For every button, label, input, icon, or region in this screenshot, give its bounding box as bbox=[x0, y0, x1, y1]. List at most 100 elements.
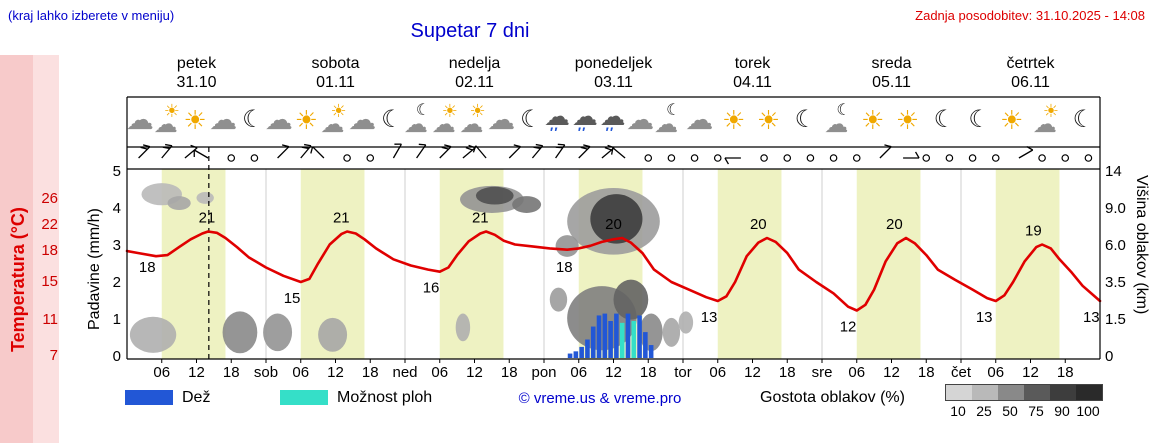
wind-calm-icon bbox=[343, 154, 351, 162]
last-update: Zadnja posodobitev: 31.10.2025 - 14:08 bbox=[915, 8, 1145, 23]
wind-calm-icon bbox=[1038, 154, 1046, 162]
x-tick-label: 06 bbox=[987, 364, 1005, 381]
cloud-icon: ☁ bbox=[626, 99, 656, 145]
wind-barb-icon bbox=[277, 144, 290, 159]
rain-cloud-icon: ☁ ′′ bbox=[543, 99, 573, 145]
x-tick-label: 18 bbox=[917, 364, 935, 381]
x-tick-label: 18 bbox=[361, 364, 379, 381]
cloud-density-scale bbox=[945, 384, 1103, 401]
x-day-abbr-label: tor bbox=[674, 364, 692, 381]
temp-value-label: 13 bbox=[701, 309, 718, 326]
precip-tick-label: 0 bbox=[112, 348, 121, 365]
x-tick-label: 18 bbox=[778, 364, 796, 381]
cloud-density-swatch bbox=[1050, 385, 1076, 400]
wind-calm-icon bbox=[1084, 154, 1093, 162]
temp-value-label: 18 bbox=[556, 259, 573, 276]
day-date: 03.11 bbox=[594, 74, 633, 91]
day-name: sreda bbox=[871, 55, 912, 72]
cloud-blob bbox=[263, 313, 293, 352]
cloud-glyph: ☁ bbox=[685, 104, 714, 135]
rain-marks: ′′ bbox=[577, 124, 587, 140]
sun-glyph: ☀ bbox=[1042, 101, 1060, 121]
moon-icon: ☾ bbox=[515, 99, 545, 145]
x-tick-label: 12 bbox=[327, 364, 344, 381]
sun-glyph: ☀ bbox=[1000, 105, 1024, 135]
x-tick-label: 12 bbox=[466, 364, 483, 381]
sun-glyph: ☀ bbox=[756, 105, 781, 135]
cloud-tick-label: 9.0 bbox=[1105, 200, 1126, 217]
rain-bar bbox=[643, 332, 648, 358]
sun-glyph: ☀ bbox=[441, 101, 458, 121]
moon-glyph: ☾ bbox=[1072, 106, 1095, 133]
cloud-density-tick-label: 10 bbox=[950, 403, 966, 419]
rain-bar bbox=[648, 345, 654, 358]
cloud-blob bbox=[455, 313, 471, 342]
x-tick-label: 06 bbox=[292, 364, 310, 381]
cloud-glyph: ☁ bbox=[125, 104, 154, 135]
rain-bar bbox=[585, 339, 590, 358]
cloud-density-tick-label: 50 bbox=[1002, 403, 1018, 419]
wind-calm-icon bbox=[783, 154, 792, 162]
wind-barb-icon bbox=[310, 146, 325, 159]
cloud-density-swatch bbox=[1076, 385, 1102, 400]
shower-bar bbox=[631, 321, 637, 358]
x-tick-label: 18 bbox=[639, 364, 657, 381]
day-name: ponedeljek bbox=[574, 55, 653, 72]
credit-link[interactable]: © vreme.us & vreme.pro bbox=[518, 390, 682, 407]
menu-hint: (kraj lahko izberete v meniju) bbox=[8, 8, 175, 23]
temp-tick-label: 15 bbox=[41, 273, 58, 290]
moon-icon: ☾ bbox=[963, 99, 993, 145]
wind-calm-icon bbox=[806, 154, 815, 162]
temp-value-label: 20 bbox=[750, 216, 767, 233]
wind-calm-icon bbox=[250, 154, 259, 162]
temp-tick-label: 22 bbox=[41, 216, 58, 233]
rain-bar bbox=[625, 313, 631, 358]
x-tick-label: 12 bbox=[883, 364, 900, 381]
cloud-glyph: ☁ bbox=[654, 111, 679, 138]
cloud-tick-label: 3.5 bbox=[1105, 274, 1126, 291]
moon-glyph: ☾ bbox=[520, 106, 542, 133]
wind-calm-icon bbox=[227, 154, 236, 162]
sun-icon: ☀ bbox=[894, 99, 924, 145]
precip-tick-label: 2 bbox=[112, 274, 121, 291]
page-title: Supetar 7 dni bbox=[410, 20, 530, 42]
x-day-abbr-label: sob bbox=[253, 364, 279, 381]
cloud-glyph: ☁ bbox=[320, 111, 345, 138]
x-day-abbr-label: čet bbox=[950, 364, 971, 381]
moon-glyph: ☾ bbox=[666, 102, 681, 119]
cloud-tick-label: 14 bbox=[1105, 163, 1122, 180]
wind-barb-icon bbox=[508, 144, 522, 159]
x-tick-label: 12 bbox=[188, 364, 205, 381]
temp-value-label: 20 bbox=[605, 216, 622, 233]
day-name: torek bbox=[734, 55, 771, 72]
cloud-icon: ☁ bbox=[487, 99, 517, 145]
sun-icon: ☀ bbox=[755, 99, 785, 145]
sun-glyph: ☀ bbox=[895, 105, 920, 135]
cloud-glyph: ☁ bbox=[264, 104, 293, 135]
precip-tick-label: 3 bbox=[112, 237, 121, 254]
temp-tick-label: 18 bbox=[41, 242, 58, 259]
temp-value-label: 21 bbox=[199, 210, 216, 227]
showers-legend-label: Možnost ploh bbox=[337, 389, 433, 406]
moon-icon: ☾ bbox=[237, 99, 267, 145]
temp-tick-label: 11 bbox=[42, 311, 58, 328]
moon-glyph: ☾ bbox=[415, 102, 431, 119]
moon-cloud-icon: ☾ ☁ bbox=[654, 99, 684, 145]
cloud-glyph: ☁ bbox=[153, 111, 178, 138]
left-margin-band-outer bbox=[0, 55, 33, 443]
rain-bar bbox=[596, 315, 602, 358]
cloud-tick-label: 6.0 bbox=[1105, 237, 1126, 254]
moon-icon: ☾ bbox=[790, 99, 820, 145]
rain-bar bbox=[567, 353, 573, 358]
day-date: 31.10 bbox=[176, 74, 217, 91]
cloud-density-tick-label: 90 bbox=[1054, 403, 1070, 419]
moon-cloud-icon: ☾ ☁ bbox=[404, 99, 434, 145]
day-date: 01.11 bbox=[316, 74, 355, 91]
day-date: 04.11 bbox=[733, 74, 772, 91]
wind-calm-icon bbox=[1061, 154, 1070, 162]
daytime-band bbox=[717, 169, 782, 359]
day-name: sobota bbox=[311, 55, 360, 72]
wind-calm-icon bbox=[968, 154, 977, 162]
